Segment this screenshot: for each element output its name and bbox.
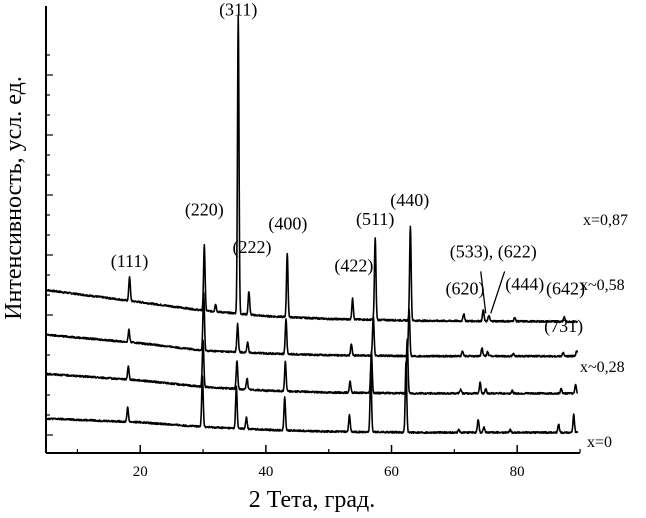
peak-annotation: (511) [356, 209, 394, 230]
annotations: (111) (220) (311) (222)(400) (422) (511)(440)… [111, 0, 585, 337]
peak-annotation: (440) [390, 190, 429, 211]
x-tick-label: 60 [384, 464, 399, 480]
x-tick-label: 40 [258, 464, 273, 480]
y-axis-label: Интенсивность, усл. ед. [1, 76, 27, 320]
series-line [45, 292, 579, 358]
series-label: x~0,28 [580, 359, 625, 376]
peak-annotation: (311) [219, 0, 257, 20]
peak-annotation: (444) [505, 274, 544, 295]
annotation-leader [480, 271, 487, 314]
series-label: x~0,58 [580, 277, 625, 294]
peak-annotation: (642) [546, 279, 585, 300]
series-line [45, 338, 579, 396]
peak-annotation: (400) [268, 214, 307, 235]
peak-annotation: (620) [446, 279, 485, 300]
x-tick-label: 80 [510, 464, 525, 480]
peak-annotation: (422) [334, 255, 373, 276]
peak-annotation: (111) [111, 251, 149, 272]
peak-annotation: (731) [544, 316, 583, 337]
series-label: x=0 [587, 434, 612, 451]
peak-annotation: (222) [233, 237, 272, 258]
annotation-leader [490, 271, 506, 314]
x-axis-label: 2 Тета, град. [249, 487, 376, 513]
series-line [45, 15, 579, 324]
x-tick-label: 20 [133, 464, 148, 480]
series-label: x=0,87 [583, 212, 628, 229]
plot-area: x=0,87 x~0,58 x~0,28 x=0 [45, 15, 628, 451]
peak-annotation: (533), (622) [450, 241, 537, 262]
series-line [45, 361, 579, 435]
peak-annotation: (220) [185, 200, 224, 221]
